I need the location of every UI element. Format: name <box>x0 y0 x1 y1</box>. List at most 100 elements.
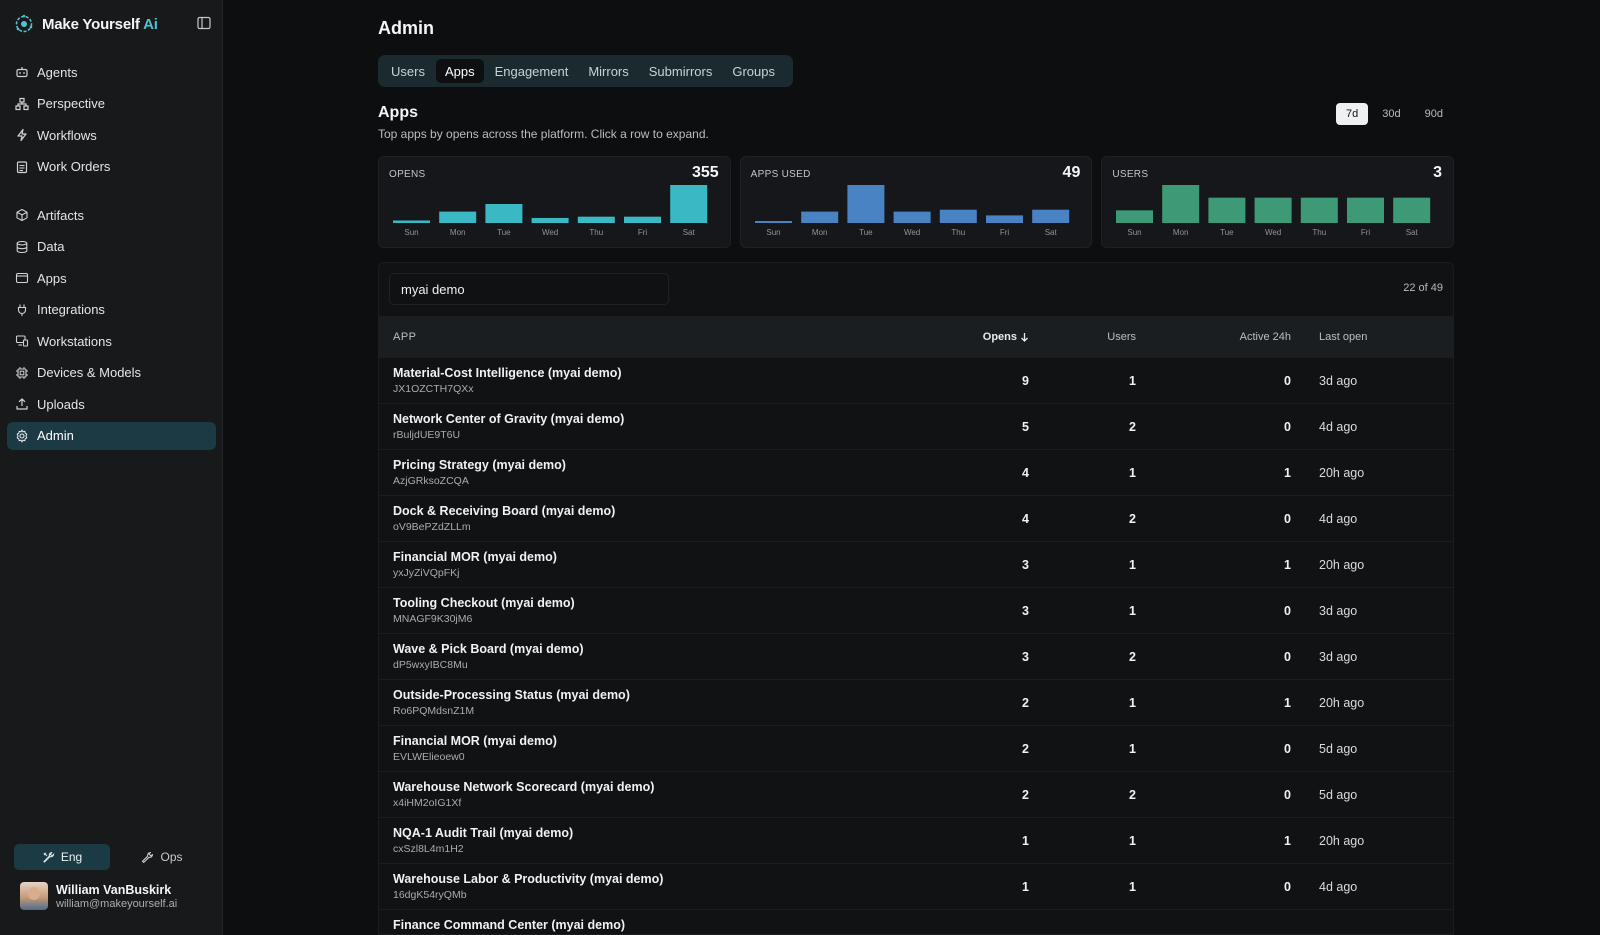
app-name: Tooling Checkout (myai demo) <box>393 596 575 610</box>
mode-eng-button[interactable]: Eng <box>14 844 110 870</box>
chart-tick-label: Mon <box>812 228 828 237</box>
table-row[interactable]: Financial MOR (myai demo) yxJyZiVQpFKj 3 1 1… <box>379 542 1453 588</box>
table-row[interactable]: Finance Command Center (myai demo) <box>379 910 1453 934</box>
chart-tick-label: Sun <box>1128 228 1142 237</box>
tab-groups[interactable]: Groups <box>732 63 775 79</box>
column-header-active-24h[interactable]: Active 24h <box>1239 331 1291 343</box>
cell-opens: 3 <box>1022 604 1029 618</box>
cell-opens: 9 <box>1022 374 1029 388</box>
opens-chart: Sun Mon Tue Wed Thu Fri Sat <box>393 185 708 237</box>
sidebar-item-work-orders[interactable]: Work Orders <box>7 153 216 181</box>
brand[interactable]: Make Yourself Ai <box>14 12 158 36</box>
cell-opens: 3 <box>1022 650 1029 664</box>
cell-opens: 2 <box>1022 788 1029 802</box>
chart-tick-label: Fri <box>1361 228 1371 237</box>
tab-engagement[interactable]: Engagement <box>494 63 569 79</box>
tab-submirrors[interactable]: Submirrors <box>648 63 713 79</box>
app-name: Financial MOR (myai demo) <box>393 550 557 564</box>
app-name: Finance Command Center (myai demo) <box>393 918 625 932</box>
sidebar-item-data[interactable]: Data <box>7 233 216 261</box>
cell-opens: 3 <box>1022 558 1029 572</box>
cell-opens: 4 <box>1022 466 1029 480</box>
sidebar-toggle-icon[interactable] <box>197 16 211 30</box>
sidebar-item-devices-models[interactable]: Devices & Models <box>7 359 216 387</box>
table-row[interactable]: Financial MOR (myai demo) EVLWElieoew0 2 1 0… <box>379 726 1453 772</box>
table-row[interactable]: Material-Cost Intelligence (myai demo) JX… <box>379 358 1453 404</box>
user-profile[interactable]: William VanBuskirk william@makeyourself.… <box>20 882 177 910</box>
table-row[interactable]: Dock & Receiving Board (myai demo) oV9BeP… <box>379 496 1453 542</box>
cell-users: 1 <box>1129 466 1136 480</box>
range-selector: 7d 30d 90d <box>1336 102 1453 126</box>
sidebar-item-agents[interactable]: Agents <box>7 58 216 86</box>
cell-last-open: 20h ago <box>1319 466 1365 480</box>
cell-users: 2 <box>1129 650 1136 664</box>
sidebar-item-label: Admin <box>37 428 74 443</box>
stat-card-apps-used: APPS USED 49 Sun Mon Tue Wed Thu Fri Sat <box>739 156 1093 248</box>
table-row[interactable]: Warehouse Network Scorecard (myai demo) x… <box>379 772 1453 818</box>
tab-mirrors[interactable]: Mirrors <box>588 63 629 79</box>
app-name: NQA-1 Audit Trail (myai demo) <box>393 826 574 840</box>
sidebar-item-workstations[interactable]: Workstations <box>7 327 216 355</box>
apps-used-chart: Sun Mon Tue Wed Thu Fri Sat <box>754 185 1069 237</box>
chart-tick-label: Sun <box>404 228 418 237</box>
sidebar-item-uploads[interactable]: Uploads <box>7 390 216 418</box>
tab-apps[interactable]: Apps <box>435 59 484 83</box>
range-7d-button[interactable]: 7d <box>1336 103 1369 125</box>
app-name: Dock & Receiving Board (myai demo) <box>393 504 616 518</box>
cell-users: 2 <box>1129 420 1136 434</box>
table-header: APP Opens Users Active 24h Last open <box>379 316 1453 358</box>
range-30d-button[interactable]: 30d <box>1382 108 1401 120</box>
mode-ops-button[interactable]: Ops <box>114 844 210 870</box>
page-title: Admin <box>378 18 434 38</box>
sidebar-item-perspective[interactable]: Perspective <box>7 90 216 118</box>
table-row[interactable]: Warehouse Labor & Productivity (myai dem… <box>379 864 1453 910</box>
chip-icon <box>16 366 28 379</box>
app-id: AzjGRksoZCQA <box>393 475 469 487</box>
avatar <box>20 882 48 910</box>
app-name: Warehouse Labor & Productivity (myai dem… <box>393 872 664 886</box>
column-header-app[interactable]: APP <box>393 331 417 343</box>
cell-last-open: 5d ago <box>1319 788 1358 802</box>
sidebar-item-apps[interactable]: Apps <box>7 264 216 292</box>
stat-value: 355 <box>691 164 719 181</box>
sidebar-item-admin[interactable]: Admin <box>7 421 216 450</box>
search-input[interactable] <box>389 273 669 305</box>
chart-tick-label: Fri <box>1000 228 1010 237</box>
chart-tick-label: Sat <box>683 228 696 237</box>
table-row[interactable]: Wave & Pick Board (myai demo) dP5wxyIBC8M… <box>379 634 1453 680</box>
sidebar-item-label: Devices & Models <box>37 365 142 380</box>
chart-bar <box>577 216 615 223</box>
stat-value: 3 <box>1433 164 1443 181</box>
chart-tick-label: Fri <box>638 228 648 237</box>
sidebar-item-workflows[interactable]: Workflows <box>7 121 216 149</box>
cell-users: 1 <box>1129 374 1136 388</box>
sidebar-item-integrations[interactable]: Integrations <box>7 296 216 324</box>
column-header-last-open[interactable]: Last open <box>1319 331 1368 343</box>
tab-users[interactable]: Users <box>391 63 425 79</box>
sidebar-item-label: Workflows <box>37 127 97 143</box>
table-body: Material-Cost Intelligence (myai demo) JX… <box>379 358 1453 934</box>
cell-last-open: 3d ago <box>1319 650 1358 664</box>
table-row[interactable]: Tooling Checkout (myai demo) MNAGF9K30jM6… <box>379 588 1453 634</box>
section-title: Apps <box>378 104 418 121</box>
sidebar-item-label: Perspective <box>37 96 105 111</box>
sidebar-item-artifacts[interactable]: Artifacts <box>7 201 216 229</box>
arrow-down-icon <box>1021 333 1028 342</box>
stat-label: APPS USED <box>750 169 811 180</box>
table-row[interactable]: NQA-1 Audit Trail (myai demo) cxSzl8L4m1H… <box>379 818 1453 864</box>
chart-bar <box>531 217 569 223</box>
column-header-users[interactable]: Users <box>1107 331 1136 343</box>
table-row[interactable]: Outside-Processing Status (myai demo) Ro6… <box>379 680 1453 726</box>
chart-bar <box>939 209 977 223</box>
app-name: Pricing Strategy (myai demo) <box>393 458 566 472</box>
range-90d-button[interactable]: 90d <box>1424 108 1443 120</box>
sidebar-item-label: Integrations <box>37 302 105 317</box>
table-row[interactable]: Network Center of Gravity (myai demo) rBu… <box>379 404 1453 450</box>
brand-logo-icon <box>15 14 33 33</box>
cell-opens: 1 <box>1022 834 1029 848</box>
sidebar-item-label: Agents <box>37 64 78 80</box>
sidebar-nav: Agents Perspective Workflows Work Orders… <box>7 58 216 453</box>
column-header-opens[interactable]: Opens <box>983 331 1029 343</box>
table-row[interactable]: Pricing Strategy (myai demo) AzjGRksoZCQA… <box>379 450 1453 496</box>
network-icon <box>15 97 29 110</box>
